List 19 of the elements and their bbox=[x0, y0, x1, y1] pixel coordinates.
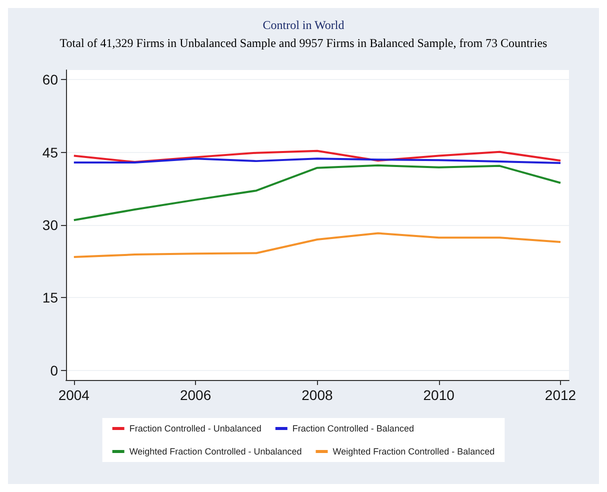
chart-subtitle: Total of 41,329 Firms in Unbalanced Sample and 9957 Firms in Balanced Sample, from 73 Countries bbox=[60, 36, 548, 50]
x-tick-label: 2008 bbox=[302, 387, 333, 403]
y-tick-label: 15 bbox=[42, 290, 58, 306]
y-tick-label: 30 bbox=[42, 217, 58, 233]
line-series bbox=[72, 232, 562, 258]
line-series bbox=[72, 150, 562, 164]
x-tick-label: 2012 bbox=[544, 387, 576, 403]
y-tick-label: 45 bbox=[42, 144, 58, 160]
x-tick-label: 2004 bbox=[58, 387, 90, 403]
legend-label: Fraction Controlled - Unbalanced bbox=[129, 424, 262, 434]
chart-title: Control in World bbox=[262, 18, 344, 32]
x-tick-label: 2010 bbox=[423, 387, 455, 403]
y-tick-label: 0 bbox=[50, 362, 58, 378]
x-tick-label: 2006 bbox=[180, 387, 212, 403]
y-tick-label: 60 bbox=[42, 72, 58, 88]
line-series bbox=[72, 164, 562, 222]
legend-label: Weighted Fraction Controlled - Balanced bbox=[332, 446, 495, 456]
legend-label: Fraction Controlled - Balanced bbox=[292, 424, 414, 434]
legend-label: Weighted Fraction Controlled - Unbalanced bbox=[129, 446, 302, 456]
